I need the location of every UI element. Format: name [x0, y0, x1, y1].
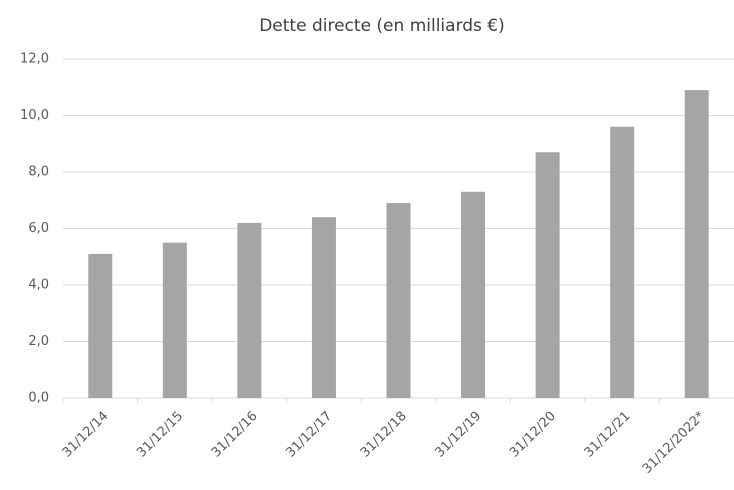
bar [684, 90, 709, 398]
bar [386, 203, 411, 398]
y-tick-label: 0,0 [28, 391, 49, 406]
y-tick-label: 12,0 [20, 52, 49, 67]
bar [88, 253, 113, 398]
y-tick-label: 8,0 [28, 165, 49, 180]
bar [535, 152, 560, 398]
x-tick-label: 31/12/16 [209, 409, 261, 461]
y-tick-label: 6,0 [28, 221, 49, 236]
x-tick-label: 31/12/20 [507, 409, 559, 461]
y-tick-label: 2,0 [28, 334, 49, 349]
chart-title: Dette directe (en milliards €) [259, 16, 505, 36]
x-tick-label: 31/12/17 [283, 409, 335, 461]
y-tick-label: 4,0 [28, 278, 49, 293]
x-tick-label: 31/12/19 [432, 409, 484, 461]
x-tick-label: 31/12/2022* [640, 408, 709, 477]
x-tick-label: 31/12/14 [60, 409, 112, 461]
bar [610, 126, 635, 399]
x-tick-label: 31/12/21 [582, 409, 634, 461]
x-tick-label: 31/12/15 [134, 409, 186, 461]
x-tick-label: 31/12/18 [358, 409, 410, 461]
bar [162, 242, 187, 398]
bar [237, 222, 262, 398]
y-tick-label: 10,0 [20, 108, 49, 123]
bar [311, 217, 336, 398]
bar [461, 191, 486, 398]
